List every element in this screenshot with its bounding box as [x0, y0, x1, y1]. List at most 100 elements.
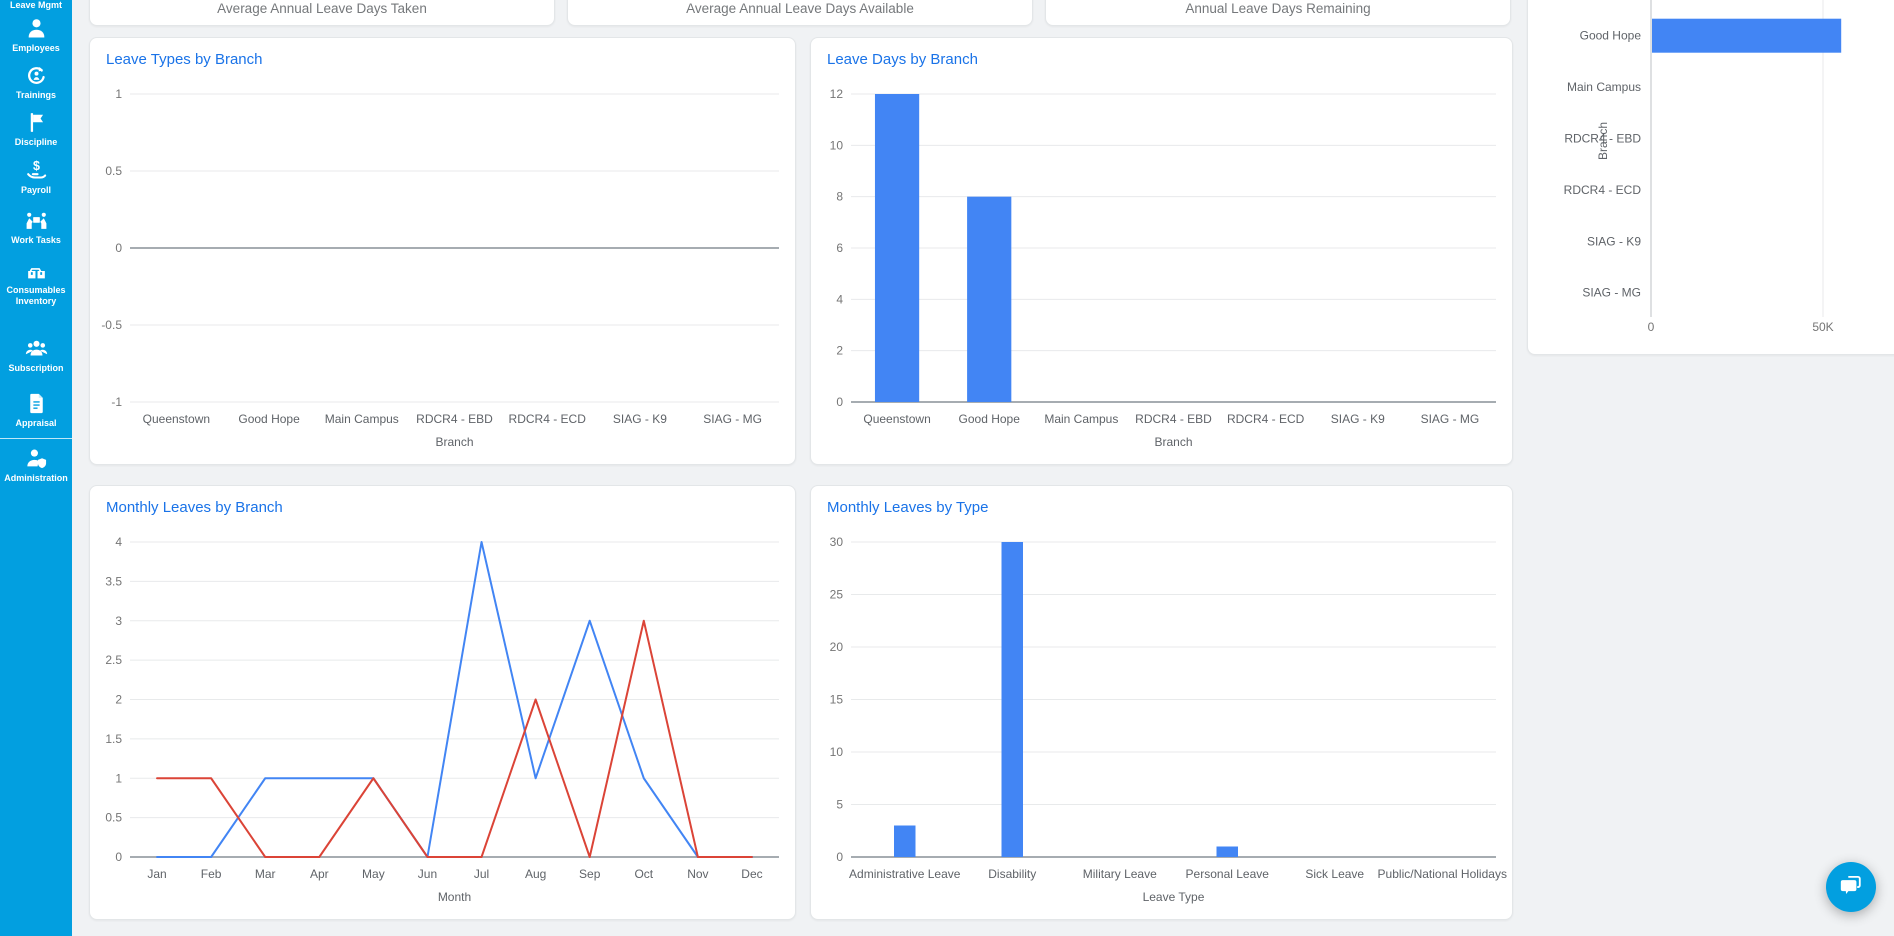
- svg-text:Aug: Aug: [525, 867, 546, 881]
- svg-text:3: 3: [115, 614, 122, 628]
- svg-text:0: 0: [115, 241, 122, 255]
- svg-text:Branch: Branch: [1596, 122, 1610, 160]
- sidebar-item-trainings[interactable]: Trainings: [0, 63, 72, 101]
- svg-text:6: 6: [836, 241, 843, 255]
- stat-card-title: Average Annual Leave Days Taken: [217, 1, 427, 16]
- sidebar-item-leave-mgmt[interactable]: Leave Mgmt: [0, 0, 72, 11]
- trainings-icon: [24, 63, 49, 88]
- svg-text:0.5: 0.5: [105, 811, 122, 825]
- employees-icon: [24, 16, 49, 41]
- chat-button[interactable]: [1826, 862, 1876, 912]
- svg-text:Administrative Leave: Administrative Leave: [849, 867, 961, 881]
- svg-text:$: $: [33, 159, 40, 173]
- svg-text:Queenstown: Queenstown: [863, 412, 930, 426]
- leave-types-by-branch-card: Leave Types by Branch 1 0.5 0 -0.5 -1 Queenst…: [89, 37, 796, 465]
- svg-text:Jun: Jun: [418, 867, 437, 881]
- svg-text:2: 2: [115, 693, 122, 707]
- svg-text:Disability: Disability: [988, 867, 1036, 881]
- svg-text:Good Hope: Good Hope: [1580, 29, 1642, 43]
- svg-text:25: 25: [830, 588, 844, 602]
- chat-icon: [1838, 872, 1864, 903]
- svg-text:RDCR4 - ECD: RDCR4 - ECD: [1564, 183, 1642, 197]
- sidebar-item-label: Administration: [4, 473, 68, 483]
- svg-text:10: 10: [830, 138, 844, 152]
- svg-text:1.5: 1.5: [105, 732, 122, 746]
- sidebar-item-payroll[interactable]: $ Payroll: [0, 158, 72, 196]
- branch-horizontal-bar-card: 0 50K Good Hope Main Campus RDCR4 - EBD RDCR4…: [1527, 0, 1894, 355]
- svg-text:1: 1: [115, 771, 122, 785]
- svg-text:Dec: Dec: [741, 867, 762, 881]
- discipline-flag-icon: [24, 110, 49, 135]
- svg-text:Sick Leave: Sick Leave: [1305, 867, 1364, 881]
- sidebar-item-label: Appraisal: [15, 418, 57, 428]
- svg-text:SIAG - MG: SIAG - MG: [1582, 286, 1641, 300]
- sidebar-item-label: Leave Mgmt: [9, 0, 62, 10]
- chart-title: Leave Days by Branch: [827, 51, 978, 68]
- stat-card-title: Annual Leave Days Remaining: [1185, 1, 1371, 16]
- leave-types-by-branch-chart: 1 0.5 0 -0.5 -1 Queenstown Good Hope Main Campu…: [90, 84, 795, 464]
- svg-text:4: 4: [836, 292, 843, 306]
- svg-text:Month: Month: [438, 890, 471, 904]
- payroll-icon: $: [24, 158, 49, 183]
- sidebar-item-employees[interactable]: Employees: [0, 16, 72, 54]
- sidebar-item-consumables-inventory[interactable]: Consumables Inventory: [0, 258, 72, 307]
- sidebar-item-label: Payroll: [20, 185, 51, 195]
- svg-text:0: 0: [836, 850, 843, 864]
- monthly-leaves-by-type-card: Monthly Leaves by Type 0 5 10 15 20 25 30 Admin…: [810, 485, 1513, 920]
- svg-text:4: 4: [115, 535, 122, 549]
- svg-text:Mar: Mar: [255, 867, 276, 881]
- svg-text:May: May: [362, 867, 385, 881]
- svg-text:Nov: Nov: [687, 867, 708, 881]
- stat-card-leave-remaining: Annual Leave Days Remaining: [1045, 0, 1511, 26]
- svg-text:50K: 50K: [1812, 320, 1833, 334]
- svg-text:Main Campus: Main Campus: [1567, 80, 1641, 94]
- svg-text:-0.5: -0.5: [101, 318, 122, 332]
- svg-text:Main Campus: Main Campus: [325, 412, 399, 426]
- branch-horizontal-bar-chart: 0 50K Good Hope Main Campus RDCR4 - EBD RDCR4…: [1528, 0, 1894, 354]
- svg-text:SIAG - K9: SIAG - K9: [1331, 412, 1385, 426]
- svg-text:0: 0: [1648, 320, 1655, 334]
- sidebar-item-subscription[interactable]: Subscription: [0, 336, 72, 374]
- svg-text:10: 10: [830, 745, 844, 759]
- sidebar-item-discipline[interactable]: Discipline: [0, 110, 72, 148]
- sidebar-item-label: Work Tasks: [11, 235, 61, 245]
- leave-days-by-branch-chart: 0 2 4 6 8 10 12 Queenstown Good Hope Main Campus R…: [811, 84, 1512, 464]
- svg-text:3.5: 3.5: [105, 574, 122, 588]
- sidebar-item-label: Subscription: [8, 363, 64, 373]
- svg-text:RDCR4 - ECD: RDCR4 - ECD: [509, 412, 587, 426]
- svg-text:SIAG - MG: SIAG - MG: [703, 412, 762, 426]
- leave-days-by-branch-card: Leave Days by Branch 0 2 4 6 8 10 12 Queenstown…: [810, 37, 1513, 465]
- subscription-icon: [24, 336, 49, 361]
- sidebar-item-label: Trainings: [15, 90, 56, 100]
- svg-text:Good Hope: Good Hope: [238, 412, 300, 426]
- svg-text:Feb: Feb: [201, 867, 222, 881]
- sidebar-item-administration[interactable]: Administration: [0, 446, 72, 484]
- svg-text:RDCR4 - EBD: RDCR4 - EBD: [1135, 412, 1212, 426]
- sidebar-item-appraisal[interactable]: Appraisal: [0, 391, 72, 429]
- sidebar-item-label: Discipline: [14, 137, 58, 147]
- svg-text:Public/National Holidays: Public/National Holidays: [1378, 867, 1507, 881]
- svg-text:SIAG - K9: SIAG - K9: [613, 412, 667, 426]
- chart-title: Leave Types by Branch: [106, 51, 263, 68]
- svg-text:Jan: Jan: [147, 867, 166, 881]
- consumables-inventory-icon: [24, 258, 49, 283]
- appraisal-document-icon: [24, 391, 49, 416]
- svg-text:Sep: Sep: [579, 867, 601, 881]
- svg-text:RDCR4 - EBD: RDCR4 - EBD: [416, 412, 493, 426]
- svg-text:Branch: Branch: [435, 435, 473, 449]
- sidebar: Leave Mgmt Employees Trainings: [0, 0, 72, 936]
- svg-text:1: 1: [115, 87, 122, 101]
- svg-text:0: 0: [836, 395, 843, 409]
- svg-text:SIAG - MG: SIAG - MG: [1421, 412, 1480, 426]
- svg-text:2.5: 2.5: [105, 653, 122, 667]
- svg-text:15: 15: [830, 693, 844, 707]
- monthly-leaves-by-branch-chart: 0 0.5 1 1.5 2 2.5 3 3.5 4 Jan Feb Mar Apr May Jun Jul Au…: [90, 532, 795, 919]
- svg-text:Leave Type: Leave Type: [1143, 890, 1205, 904]
- svg-text:-1: -1: [111, 395, 122, 409]
- svg-text:30: 30: [830, 535, 844, 549]
- svg-text:RDCR4 - EBD: RDCR4 - EBD: [1564, 132, 1641, 146]
- svg-text:Oct: Oct: [634, 867, 653, 881]
- stat-card-title: Average Annual Leave Days Available: [686, 1, 914, 16]
- monthly-leaves-by-type-chart: 0 5 10 15 20 25 30 Administrative Leave Disabili…: [811, 532, 1512, 919]
- sidebar-item-work-tasks[interactable]: Work Tasks: [0, 208, 72, 246]
